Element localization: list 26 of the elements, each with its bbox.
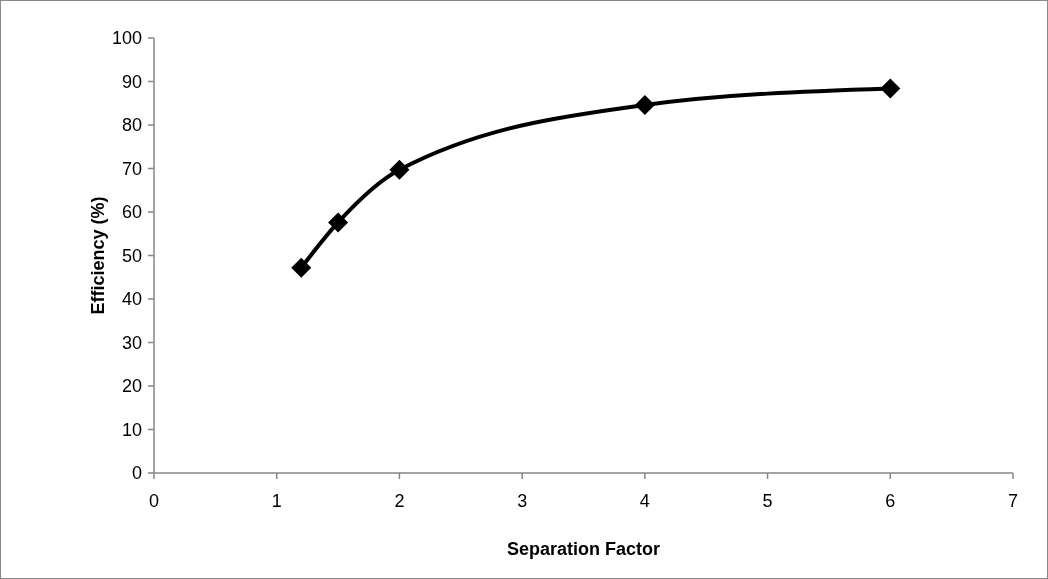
x-tick-label: 6: [885, 491, 896, 511]
x-tick-label: 5: [762, 491, 773, 511]
x-tick-label: 3: [517, 491, 528, 511]
y-tick-label: 60: [121, 202, 142, 223]
y-tick-label: 40: [121, 289, 142, 310]
y-tick-label: 90: [121, 71, 142, 92]
x-tick-label: 2: [394, 491, 405, 511]
y-tick-label: 100: [111, 28, 142, 49]
y-axis-title: Efficiency (%): [88, 196, 108, 315]
y-tick-label: 80: [121, 115, 142, 136]
x-axis-title: Separation Factor: [506, 539, 661, 559]
point: [328, 212, 349, 233]
point: [291, 257, 312, 278]
y-tick-label: 50: [121, 245, 142, 266]
y-tick-label: 0: [131, 463, 142, 484]
y-tick-label: 30: [121, 332, 142, 353]
point: [634, 94, 655, 115]
x-tick-label: 1: [271, 491, 282, 511]
x-tick-label: 7: [1007, 491, 1019, 511]
y-tick-label: 20: [121, 376, 142, 397]
x-tick-label: 0: [148, 491, 160, 511]
point: [389, 159, 410, 180]
y-tick-label: 70: [121, 158, 142, 179]
x-tick-label: 4: [639, 491, 650, 511]
point: [880, 78, 901, 99]
y-tick-label: 10: [121, 419, 142, 440]
